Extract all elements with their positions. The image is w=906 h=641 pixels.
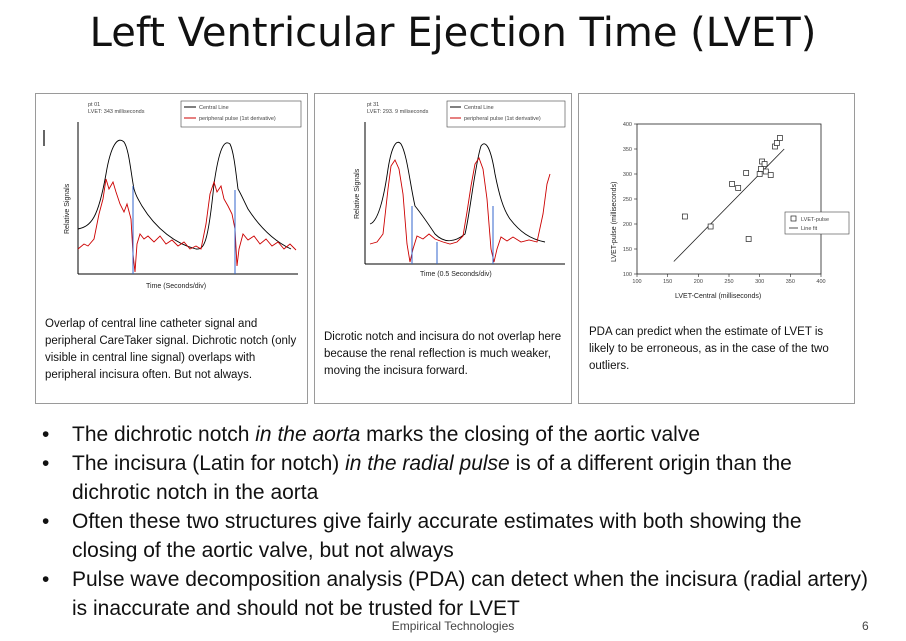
scatter-ylabel: LVET-pulse (milliseconds): [611, 182, 618, 262]
bullet-list: • The dichrotic notch in the aorta marks …: [40, 420, 870, 623]
scatter-point: [729, 181, 735, 187]
bullet-dot: •: [42, 423, 50, 446]
scatter-point: [707, 223, 714, 230]
x-tick-label: 150: [663, 279, 672, 285]
waveform-plot-pt01: pt 01 LVET: 343 milliseconds Central Lin…: [43, 100, 302, 290]
scatter-point: [745, 236, 752, 242]
scatter-point: [762, 168, 769, 175]
y-tick-label: 350: [623, 147, 632, 153]
central-line-trace: [77, 139, 292, 250]
peripheral-pulse-trace: [77, 178, 297, 273]
legend-label-central: Central Line: [464, 105, 494, 111]
fit-line: [673, 148, 785, 262]
plot-subtitle: LVET: 343 milliseconds: [88, 109, 145, 115]
legend-label-fit: Line fit: [801, 226, 818, 232]
scatter-point: [777, 135, 783, 141]
scatter-point: [767, 172, 774, 178]
bullet-dot: •: [42, 510, 50, 533]
y-tick-label: 250: [623, 197, 632, 203]
lvet-scatter-chart: 100 150 200 250 300 350 400 100 150 200 250 300 350 4…: [611, 122, 850, 300]
page-number: 6: [862, 619, 869, 633]
y-tick-label: 200: [623, 222, 632, 228]
plot-title: pt 01: [88, 102, 100, 108]
scatter-point: [756, 171, 763, 177]
panel-caption: PDA can predict when the estimate of LVE…: [589, 326, 829, 372]
footer-company: Empirical Technologies: [391, 619, 515, 633]
y-tick-label: 300: [623, 172, 632, 178]
x-tick-label: 250: [724, 279, 733, 285]
legend-label-peripheral: peripheral pulse (1st derivative): [199, 116, 276, 122]
panel-caption: Overlap of central line catheter signal …: [45, 318, 297, 381]
bullet-dot: •: [42, 452, 50, 475]
bullet-item: • Pulse wave decomposition analysis (PDA)…: [40, 565, 870, 623]
plot-ylabel: Relative Signals: [354, 168, 361, 219]
scatter-xlabel: LVET-Central (milliseconds): [675, 293, 761, 300]
legend-swatch-points: [790, 215, 797, 222]
slide-title: Left Ventricular Ejection Time (LVET): [89, 10, 817, 56]
y-tick-label: 400: [623, 122, 632, 128]
scatter-point: [735, 185, 742, 191]
x-tick-label: 400: [816, 279, 825, 285]
plot-ylabel: Relative Signals: [64, 183, 71, 234]
bullet-item: • The incisura (Latin for notch) in the r…: [40, 449, 870, 507]
waveform-panel-pt01: pt 01 LVET: 343 milliseconds Central Lin…: [35, 93, 308, 404]
scatter-legend: [784, 211, 850, 235]
panel-caption: Dicrotic notch and incisura do not overl…: [324, 331, 562, 377]
plot-legend: [180, 100, 302, 128]
scatter-panel: 100 150 200 250 300 350 400 100 150 200 250 300 350 4…: [578, 93, 855, 404]
central-line-trace: [369, 141, 546, 243]
bullet-item: • The dichrotic notch in the aorta marks …: [40, 420, 870, 449]
scatter-point: [773, 140, 780, 146]
x-tick-label: 100: [632, 279, 641, 285]
legend-label-central: Central Line: [199, 105, 229, 111]
scatter-frame: [636, 123, 822, 275]
scatter-point: [681, 213, 688, 220]
scatter-point: [758, 166, 764, 172]
x-tick-label: 300: [755, 279, 764, 285]
waveform-panel-pt31: pt 31 LVET: 293. 9 miliseconds Central L…: [314, 93, 572, 404]
plot-xlabel: Time (Seconds/div): [146, 283, 206, 290]
y-tick-label: 150: [623, 247, 632, 253]
plot-legend: [446, 100, 566, 128]
plot-title: pt 31: [367, 102, 379, 108]
plot-subtitle: LVET: 293. 9 miliseconds: [367, 109, 429, 115]
plot-xlabel: Time (0.5 Seconds/div): [420, 271, 492, 278]
x-tick-label: 200: [694, 279, 703, 285]
legend-label-peripheral: peripheral pulse (1st derivative): [464, 116, 541, 122]
peripheral-pulse-trace: [369, 157, 551, 263]
legend-label-points: LVET-pulse: [801, 217, 829, 223]
y-tick-label: 100: [623, 272, 632, 278]
scatter-point: [761, 161, 768, 167]
x-tick-label: 350: [786, 279, 795, 285]
bullet-dot: •: [42, 568, 50, 591]
scatter-point: [743, 170, 750, 176]
waveform-plot-pt31: pt 31 LVET: 293. 9 miliseconds Central L…: [354, 100, 566, 278]
bullet-item: • Often these two structures give fairly …: [40, 507, 870, 565]
